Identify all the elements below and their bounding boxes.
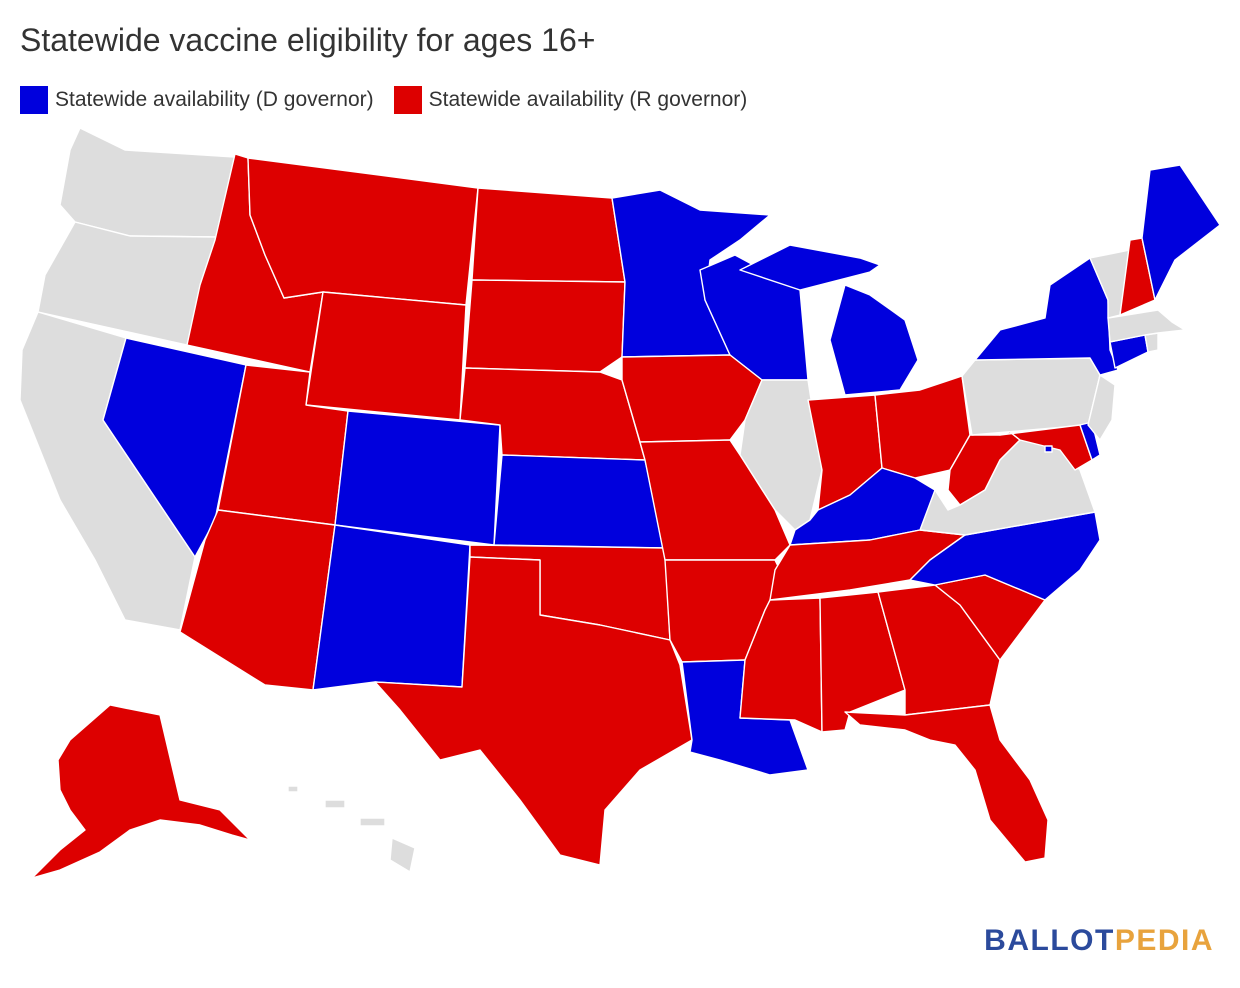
state-VT [1089, 249, 1131, 319]
legend-item-r-governor: Statewide availability (R governor) [393, 86, 748, 114]
state-CO [334, 410, 501, 546]
ballotpedia-logo: BALLOTPEDIA [984, 924, 1214, 958]
state-PA [961, 357, 1101, 436]
state-WA [59, 127, 236, 238]
logo-part-ballot: BALLOT [984, 924, 1115, 957]
state-MT [247, 157, 479, 306]
state-ND [471, 187, 626, 283]
state-RI [1144, 332, 1159, 353]
state-MI [739, 244, 919, 396]
state-KS [493, 454, 666, 549]
state-AK [31, 704, 251, 879]
state-ME [1141, 164, 1221, 301]
legend-swatch-d [20, 86, 48, 114]
legend-label-r: Statewide availability (R governor) [428, 88, 748, 111]
us-map-svg [19, 127, 1221, 879]
state-IA [621, 354, 763, 443]
state-DC [1044, 445, 1053, 453]
state-NJ [1087, 374, 1116, 441]
state-FL [844, 704, 1049, 863]
state-NY [974, 257, 1119, 376]
state-MA [1107, 309, 1186, 343]
us-map [0, 120, 1240, 900]
logo-part-pedia: PEDIA [1114, 924, 1214, 957]
legend-item-d-governor: Statewide availability (D governor) [20, 86, 374, 114]
state-NM [312, 524, 471, 691]
state-NC [909, 511, 1101, 601]
legend: Statewide availability (D governor) Stat… [20, 86, 767, 114]
state-HI [287, 785, 416, 873]
state-MN [611, 189, 771, 358]
map-title: Statewide vaccine eligibility for ages 1… [20, 22, 596, 58]
state-TX [374, 556, 693, 866]
legend-swatch-r [393, 86, 422, 114]
state-SD [464, 279, 626, 373]
state-WY [305, 291, 467, 421]
legend-label-d: Statewide availability (D governor) [55, 88, 374, 111]
